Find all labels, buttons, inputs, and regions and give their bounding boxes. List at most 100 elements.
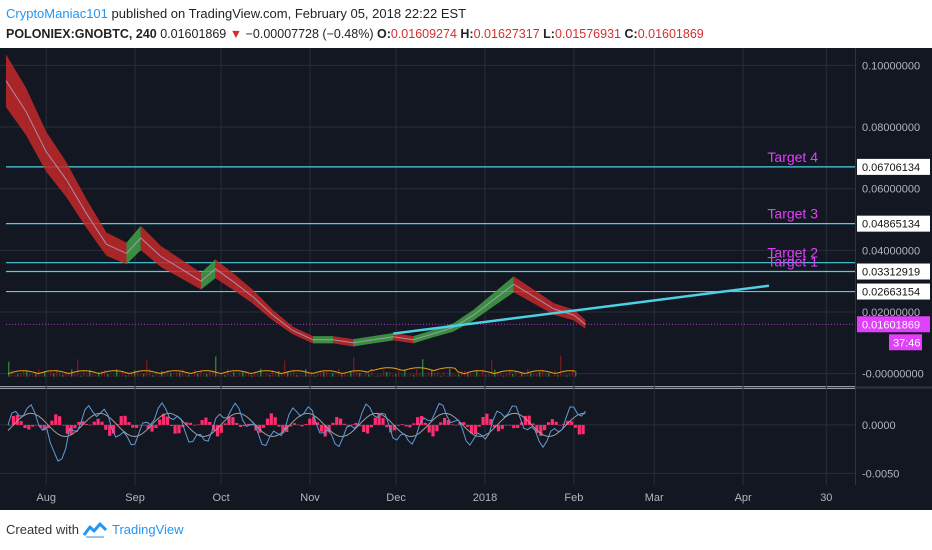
volume-bar xyxy=(239,372,241,377)
volume-bar xyxy=(281,373,283,377)
volume-bar xyxy=(200,370,202,377)
volume-bar xyxy=(14,375,16,377)
macd-histogram-bar xyxy=(323,424,327,437)
price-axis-tick: 0.04000000 xyxy=(862,245,920,257)
volume-bar xyxy=(74,374,76,377)
macd-histogram-bar xyxy=(531,423,535,425)
macd-histogram-bar xyxy=(427,424,431,433)
macd-histogram-bar xyxy=(462,422,466,425)
macd-histogram-bar xyxy=(385,424,389,428)
volume-bar xyxy=(296,375,298,377)
volume-bar xyxy=(206,373,208,377)
macd-histogram-bar xyxy=(227,416,231,425)
level-price-tag-text: 0.03312919 xyxy=(862,267,920,279)
volume-bar xyxy=(479,374,481,377)
volume-bar xyxy=(68,372,70,377)
macd-histogram-bar xyxy=(38,424,42,428)
trendline-segment[interactable] xyxy=(393,284,770,335)
macd-histogram-bar xyxy=(573,424,577,428)
macd-histogram-bar xyxy=(208,421,212,425)
volume-bar xyxy=(77,359,79,377)
volume-bar xyxy=(278,370,280,377)
macd-histogram-bar xyxy=(92,421,96,425)
volume-bar xyxy=(272,370,274,377)
low-value: 0.01576931 xyxy=(554,27,621,41)
macd-histogram-bar xyxy=(138,424,143,426)
volume-bar xyxy=(116,369,118,377)
volume-bar xyxy=(455,374,457,377)
tradingview-brand[interactable]: TradingView xyxy=(112,522,184,537)
volume-bar xyxy=(137,371,139,377)
volume-bar xyxy=(332,373,334,377)
price-change: −0.00007728 (−0.48%) xyxy=(245,27,374,41)
down-arrow-icon: ▼ xyxy=(229,27,243,41)
macd-histogram-bar xyxy=(550,419,554,425)
volume-bar xyxy=(542,369,544,377)
volume-bar xyxy=(80,375,82,377)
author-link[interactable]: CryptoManiac101 xyxy=(6,6,108,21)
time-axis-tick: Dec xyxy=(386,492,406,504)
macd-histogram-bar xyxy=(212,424,216,431)
target-label: Target 1 xyxy=(767,254,818,270)
volume-bar xyxy=(113,374,115,377)
volume-bar xyxy=(131,372,133,377)
macd-histogram-bar xyxy=(396,424,400,426)
price-axis-tick: 0.02000000 xyxy=(862,307,920,319)
macd-histogram-bar xyxy=(289,424,293,427)
macd-histogram-bar xyxy=(58,416,62,425)
volume-bar xyxy=(53,373,55,377)
volume-bar xyxy=(110,375,112,377)
open-value: 0.01609274 xyxy=(390,27,457,41)
macd-histogram-bar xyxy=(215,424,220,437)
volume-bar xyxy=(227,368,229,377)
macd-histogram-bar xyxy=(327,424,331,433)
macd-histogram-bar xyxy=(235,423,239,425)
volume-bar xyxy=(353,357,355,377)
macd-histogram-bar xyxy=(34,424,39,426)
macd-histogram-bar xyxy=(273,417,277,425)
tradingview-logo-icon[interactable] xyxy=(82,521,108,539)
macd-histogram-bar xyxy=(504,424,508,426)
macd-histogram-bar xyxy=(404,424,408,427)
indicator-pane-bg xyxy=(0,389,855,485)
volume-bar xyxy=(437,372,439,377)
macd-histogram-bar xyxy=(185,422,189,425)
price-band-segment xyxy=(232,272,253,304)
volume-bar xyxy=(32,375,34,377)
volume-bar xyxy=(209,371,211,377)
volume-bar xyxy=(107,373,109,377)
macd-histogram-bar xyxy=(512,424,516,429)
macd-histogram-bar xyxy=(519,422,524,425)
volume-bar xyxy=(383,369,385,377)
macd-line xyxy=(7,401,586,462)
low-label: L: xyxy=(543,27,555,41)
chart-header: CryptoManiac101 published on TradingView… xyxy=(0,0,932,48)
volume-bar xyxy=(44,371,46,377)
volume-bar xyxy=(50,372,52,377)
volume-bar xyxy=(416,368,418,377)
macd-histogram-bar xyxy=(439,422,443,425)
macd-histogram-bar xyxy=(373,417,377,425)
published-text: published on TradingView.com, February 0… xyxy=(111,6,467,21)
volume-bar xyxy=(35,373,37,377)
macd-histogram-bar xyxy=(73,424,77,429)
volume-bar xyxy=(236,375,238,377)
volume-bar xyxy=(89,369,91,377)
volume-bar xyxy=(167,370,169,377)
price-axis-tick: 0.06000000 xyxy=(862,184,920,196)
volume-bar xyxy=(344,373,346,377)
level-price-tag xyxy=(857,215,930,232)
time-axis-tick: Aug xyxy=(36,492,56,504)
volume-bar xyxy=(341,374,343,377)
volume-bar xyxy=(104,370,106,377)
macd-histogram-bar xyxy=(8,424,12,426)
volume-bar xyxy=(275,372,277,377)
macd-histogram-bar xyxy=(154,424,158,429)
macd-histogram-bar xyxy=(381,418,385,425)
countdown-tag-text: 37:46 xyxy=(893,337,921,349)
macd-histogram-bar xyxy=(500,424,504,429)
price-axis-tick: 0.08000000 xyxy=(862,122,920,134)
volume-bar xyxy=(290,372,292,377)
volume-bar xyxy=(428,372,430,377)
